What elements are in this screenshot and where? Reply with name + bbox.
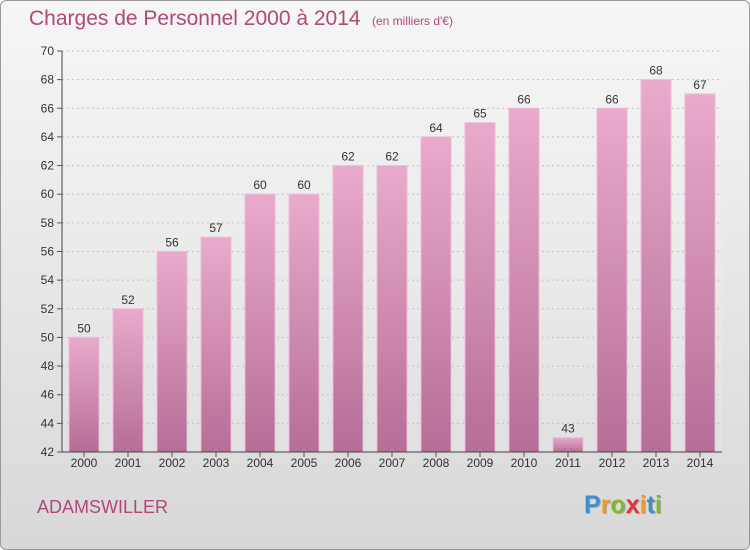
y-axis-ticks: 42 44 46 48 50 52 54 56 58 60 62 64 66 68 70 xyxy=(41,44,55,459)
y-tick-label: 42 xyxy=(41,445,55,459)
bar-chart: 42 44 46 48 50 52 54 56 58 60 62 64 66 68 70 50 52 56 57 60… xyxy=(41,44,722,470)
bar-2007 xyxy=(376,165,408,453)
bar-2001 xyxy=(112,308,144,453)
data-label: 66 xyxy=(605,92,619,106)
bar-2008 xyxy=(420,136,452,453)
x-tick-label: 2001 xyxy=(115,456,142,470)
x-tick-label: 2011 xyxy=(555,456,581,470)
y-tick-label: 52 xyxy=(41,302,55,316)
data-label: 60 xyxy=(253,178,267,192)
bar-2010 xyxy=(508,107,540,453)
data-label: 56 xyxy=(165,236,179,250)
bar-2009 xyxy=(464,122,496,453)
y-tick-label: 66 xyxy=(41,101,55,115)
bar-2003 xyxy=(200,236,232,453)
bar-2006 xyxy=(332,165,364,453)
data-label: 62 xyxy=(385,150,399,164)
x-tick-label: 2009 xyxy=(467,456,494,470)
logo-letter: x xyxy=(625,491,640,519)
y-tick-label: 60 xyxy=(41,187,55,201)
y-tick-label: 46 xyxy=(41,388,55,402)
x-tick-label: 2008 xyxy=(423,456,450,470)
y-tick-label: 48 xyxy=(41,359,55,373)
logo-letter: o xyxy=(610,491,626,519)
x-tick-label: 2012 xyxy=(599,456,626,470)
bar-2012 xyxy=(596,107,628,453)
x-tick-label: 2014 xyxy=(687,456,714,470)
bar-2000 xyxy=(68,336,100,453)
data-label: 64 xyxy=(429,121,443,135)
bar-2002 xyxy=(156,251,188,453)
data-labels: 50 52 56 57 60 60 62 62 64 65 66 43 66 68 67 xyxy=(77,64,707,436)
x-axis-ticks: 2000 2001 2002 2003 2004 2005 2006 2007 2008 2009… xyxy=(71,452,714,470)
y-tick-label: 64 xyxy=(41,130,55,144)
data-label: 66 xyxy=(517,92,531,106)
x-tick-label: 2006 xyxy=(335,456,362,470)
logo-letter: i xyxy=(654,491,662,519)
logo-letter: P xyxy=(584,491,601,519)
bar-2013 xyxy=(640,79,672,453)
data-label: 67 xyxy=(693,78,707,92)
data-label: 60 xyxy=(297,178,311,192)
y-tick-label: 58 xyxy=(41,216,55,230)
location-label: ADAMSWILLER xyxy=(37,497,169,517)
x-tick-label: 2013 xyxy=(643,456,670,470)
x-tick-label: 2005 xyxy=(291,456,318,470)
y-tick-label: 62 xyxy=(41,159,55,173)
bar-2004 xyxy=(244,193,276,453)
data-label: 62 xyxy=(341,150,355,164)
y-tick-label: 54 xyxy=(41,273,55,287)
x-tick-label: 2004 xyxy=(247,456,274,470)
proxiti-logo[interactable]: Proxiti xyxy=(584,491,662,520)
data-label: 50 xyxy=(77,321,91,335)
bars xyxy=(68,79,716,453)
x-tick-label: 2002 xyxy=(159,456,186,470)
data-label: 68 xyxy=(649,64,663,78)
logo-letter: t xyxy=(646,491,655,519)
y-tick-label: 56 xyxy=(41,245,55,259)
y-tick-label: 68 xyxy=(41,73,55,87)
bar-2011 xyxy=(552,437,584,453)
data-label: 57 xyxy=(209,221,223,235)
y-tick-label: 70 xyxy=(41,44,55,58)
x-tick-label: 2003 xyxy=(203,456,230,470)
y-tick-label: 50 xyxy=(41,330,55,344)
data-label: 52 xyxy=(121,293,135,307)
data-label: 65 xyxy=(473,107,487,121)
bar-2014 xyxy=(684,93,716,453)
chart-subtitle: (en milliers d'€) xyxy=(372,14,453,28)
logo-letter: i xyxy=(639,491,647,519)
bar-2005 xyxy=(288,193,320,453)
x-tick-label: 2007 xyxy=(379,456,406,470)
x-tick-label: 2010 xyxy=(511,456,538,470)
logo-letter: r xyxy=(600,491,611,519)
data-label: 43 xyxy=(561,422,575,436)
x-tick-label: 2000 xyxy=(71,456,98,470)
y-tick-label: 44 xyxy=(41,416,55,430)
chart-title: Charges de Personnel 2000 à 2014 xyxy=(29,7,361,30)
